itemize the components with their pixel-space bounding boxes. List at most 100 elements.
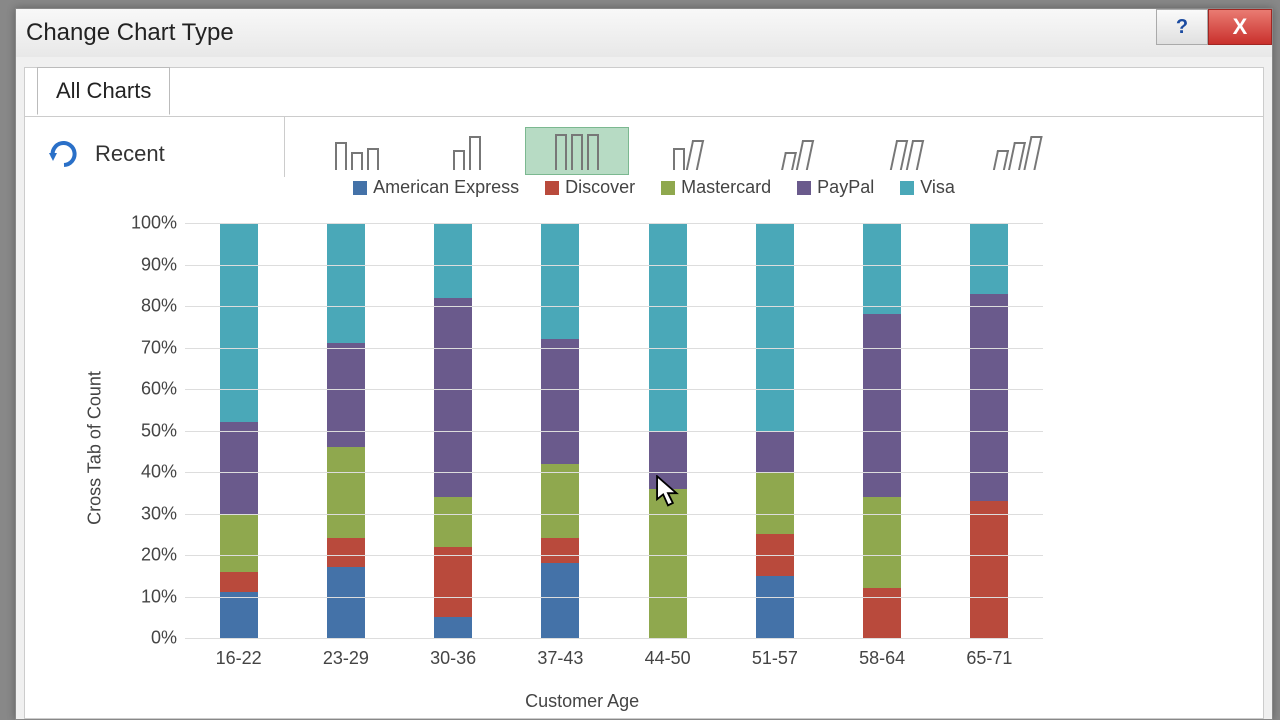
- gridline: [185, 306, 1043, 307]
- y-tick-label: 70%: [125, 337, 185, 358]
- y-tick-label: 60%: [125, 379, 185, 400]
- x-tick-label: 58-64: [859, 648, 905, 669]
- legend-swatch: [545, 181, 559, 195]
- gridline: [185, 431, 1043, 432]
- legend-label: Discover: [565, 177, 635, 198]
- chart-thumb-3[interactable]: [635, 127, 739, 175]
- legend-item: Visa: [900, 177, 955, 198]
- legend-swatch: [797, 181, 811, 195]
- gridline: [185, 265, 1043, 266]
- bar-segment: [649, 431, 687, 489]
- bar-segment: [863, 223, 901, 314]
- legend-swatch: [900, 181, 914, 195]
- bar-segment: [863, 314, 901, 497]
- gridline: [185, 555, 1043, 556]
- legend-label: PayPal: [817, 177, 874, 198]
- legend-swatch: [353, 181, 367, 195]
- y-tick-label: 20%: [125, 545, 185, 566]
- bar-segment: [220, 592, 258, 638]
- change-chart-type-dialog: Change Chart Type ? X All Charts Recent: [15, 8, 1273, 720]
- bar-segment: [220, 223, 258, 422]
- gridline: [185, 597, 1043, 598]
- x-tick-label: 37-43: [537, 648, 583, 669]
- bar-segment: [434, 298, 472, 497]
- y-tick-label: 80%: [125, 296, 185, 317]
- bar-segment: [970, 223, 1008, 294]
- x-tick-label: 30-36: [430, 648, 476, 669]
- legend-item: Discover: [545, 177, 635, 198]
- y-axis-title: Cross Tab of Count: [85, 371, 106, 525]
- gridline: [185, 389, 1043, 390]
- y-tick-label: 100%: [125, 213, 185, 234]
- bar-segment: [327, 538, 365, 567]
- x-axis-title: Customer Age: [525, 691, 639, 712]
- bar-segment: [970, 501, 1008, 638]
- legend-item: Mastercard: [661, 177, 771, 198]
- bar-segment: [434, 547, 472, 618]
- bar-segment: [756, 431, 794, 473]
- sidebar-item-recent[interactable]: Recent: [25, 133, 284, 175]
- dialog-content: All Charts Recent: [24, 67, 1264, 719]
- x-tick-label: 51-57: [752, 648, 798, 669]
- bar-segment: [756, 576, 794, 638]
- close-button[interactable]: X: [1208, 9, 1272, 45]
- y-tick-label: 40%: [125, 462, 185, 483]
- chart-thumb-0[interactable]: [305, 127, 409, 175]
- bar-segment: [756, 472, 794, 534]
- chart-thumb-6[interactable]: [965, 127, 1069, 175]
- bar-segment: [649, 223, 687, 431]
- legend-item: PayPal: [797, 177, 874, 198]
- bar-segment: [434, 497, 472, 547]
- bar-segment: [541, 538, 579, 563]
- chart-thumb-2[interactable]: [525, 127, 629, 175]
- help-button[interactable]: ?: [1156, 9, 1208, 45]
- x-tick-label: 44-50: [645, 648, 691, 669]
- bar-segment: [541, 223, 579, 339]
- bar-segment: [970, 294, 1008, 502]
- chart-thumb-1[interactable]: [415, 127, 519, 175]
- dialog-title: Change Chart Type: [26, 19, 234, 47]
- bar-segment: [327, 567, 365, 638]
- bar-segment: [220, 422, 258, 513]
- recent-icon: [49, 141, 79, 167]
- bar-segment: [541, 563, 579, 638]
- y-tick-label: 0%: [125, 628, 185, 649]
- chart-thumb-4[interactable]: [745, 127, 849, 175]
- y-tick-label: 10%: [125, 586, 185, 607]
- legend-swatch: [661, 181, 675, 195]
- titlebar[interactable]: Change Chart Type ? X: [16, 9, 1272, 57]
- legend-label: American Express: [373, 177, 519, 198]
- bar-segment: [541, 464, 579, 539]
- bar-segment: [756, 223, 794, 431]
- sidebar-item-label: Recent: [95, 141, 165, 167]
- bar-segment: [220, 572, 258, 593]
- bar-segment: [863, 497, 901, 588]
- gridline: [185, 223, 1043, 224]
- bar-segment: [541, 339, 579, 464]
- x-tick-label: 16-22: [216, 648, 262, 669]
- legend-label: Mastercard: [681, 177, 771, 198]
- bar-segment: [327, 447, 365, 538]
- x-tick-label: 65-71: [966, 648, 1012, 669]
- tab-all-charts[interactable]: All Charts: [37, 67, 170, 115]
- gridline: [185, 472, 1043, 473]
- legend-label: Visa: [920, 177, 955, 198]
- y-tick-label: 50%: [125, 420, 185, 441]
- y-tick-label: 90%: [125, 254, 185, 275]
- chart-preview: American Express Discover Mastercard PayPal…: [55, 177, 1253, 718]
- x-tick-label: 23-29: [323, 648, 369, 669]
- bar-segment: [327, 343, 365, 447]
- bar-segment: [649, 489, 687, 638]
- bar-segment: [434, 223, 472, 298]
- gridline: [185, 638, 1043, 639]
- bar-segment: [327, 223, 365, 343]
- y-tick-label: 30%: [125, 503, 185, 524]
- bar-segment: [434, 617, 472, 638]
- chart-plot-area: 16-2223-2930-3637-4344-5051-5758-6465-71…: [185, 223, 1043, 638]
- chart-legend: American Express Discover Mastercard PayPal…: [55, 177, 1253, 198]
- gridline: [185, 348, 1043, 349]
- bar-segment: [220, 514, 258, 572]
- legend-item: American Express: [353, 177, 519, 198]
- chart-thumb-5[interactable]: [855, 127, 959, 175]
- chart-subtype-thumbs: [305, 127, 1069, 175]
